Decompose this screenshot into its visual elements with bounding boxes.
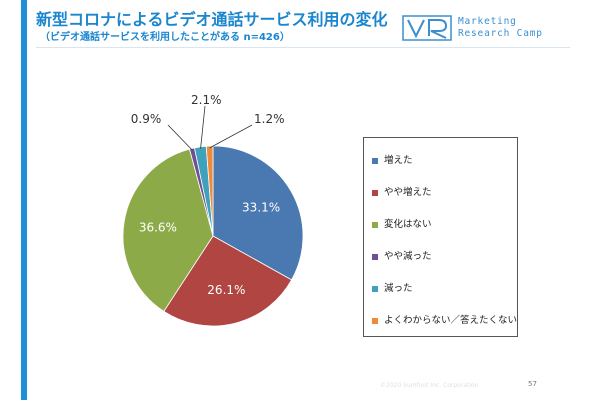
pie-slice-1: [163, 235, 293, 327]
slice-label-3: 0.9%: [131, 112, 162, 126]
slide-title: 新型コロナによるビデオ通話サービス利用の変化: [36, 10, 388, 29]
vr-logo-icon: [402, 15, 452, 41]
legend-item-4: 減った: [372, 280, 413, 294]
pie-slice-0: [212, 145, 304, 281]
pie-slice-2: [122, 148, 214, 312]
slice-label-2: 36.6%: [139, 220, 177, 234]
brand-name: Marketing Research Camp: [458, 16, 543, 39]
legend-item-0: 増えた: [372, 152, 413, 166]
slice-label-0: 33.1%: [242, 201, 280, 215]
slide-subtitle: （ビデオ通話サービスを利用したことがある n=426）: [40, 32, 290, 43]
legend-item-1: やや増えた: [372, 184, 432, 198]
slice-label-4: 2.1%: [191, 93, 222, 107]
legend-label-3: やや減った: [384, 251, 432, 262]
leader-line-4: [200, 105, 206, 149]
legend-swatch-2: [372, 221, 378, 228]
legend-label-5: よくわからない／答えたくない: [384, 315, 518, 326]
slice-label-1: 26.1%: [207, 283, 245, 297]
copyright-text: ©2020 Sumfoot Inc. Corporation: [380, 382, 479, 389]
legend-label-2: 変化はない: [384, 219, 432, 230]
slice-label-5: 1.2%: [254, 112, 285, 126]
legend-swatch-4: [372, 285, 378, 292]
leader-line-3: [167, 124, 193, 151]
legend-label-0: 増えた: [384, 155, 413, 166]
page-number: 57: [528, 380, 537, 388]
legend-item-5: よくわからない／答えたくない: [372, 312, 517, 326]
legend-item-2: 変化はない: [372, 216, 432, 230]
legend-item-3: やや減った: [372, 248, 432, 262]
legend-label-1: やや増えた: [384, 187, 432, 198]
leader-line-5: [209, 124, 253, 149]
legend-swatch-3: [372, 253, 378, 260]
legend-label-4: 減った: [384, 283, 413, 294]
header-divider: [36, 47, 570, 48]
accent-bar: [21, 0, 27, 400]
legend-swatch-1: [372, 189, 378, 196]
legend-swatch-0: [372, 157, 378, 164]
chart-legend: 増えたやや増えた変化はないやや減った減ったよくわからない／答えたくない: [363, 137, 518, 337]
legend-swatch-5: [372, 317, 378, 324]
